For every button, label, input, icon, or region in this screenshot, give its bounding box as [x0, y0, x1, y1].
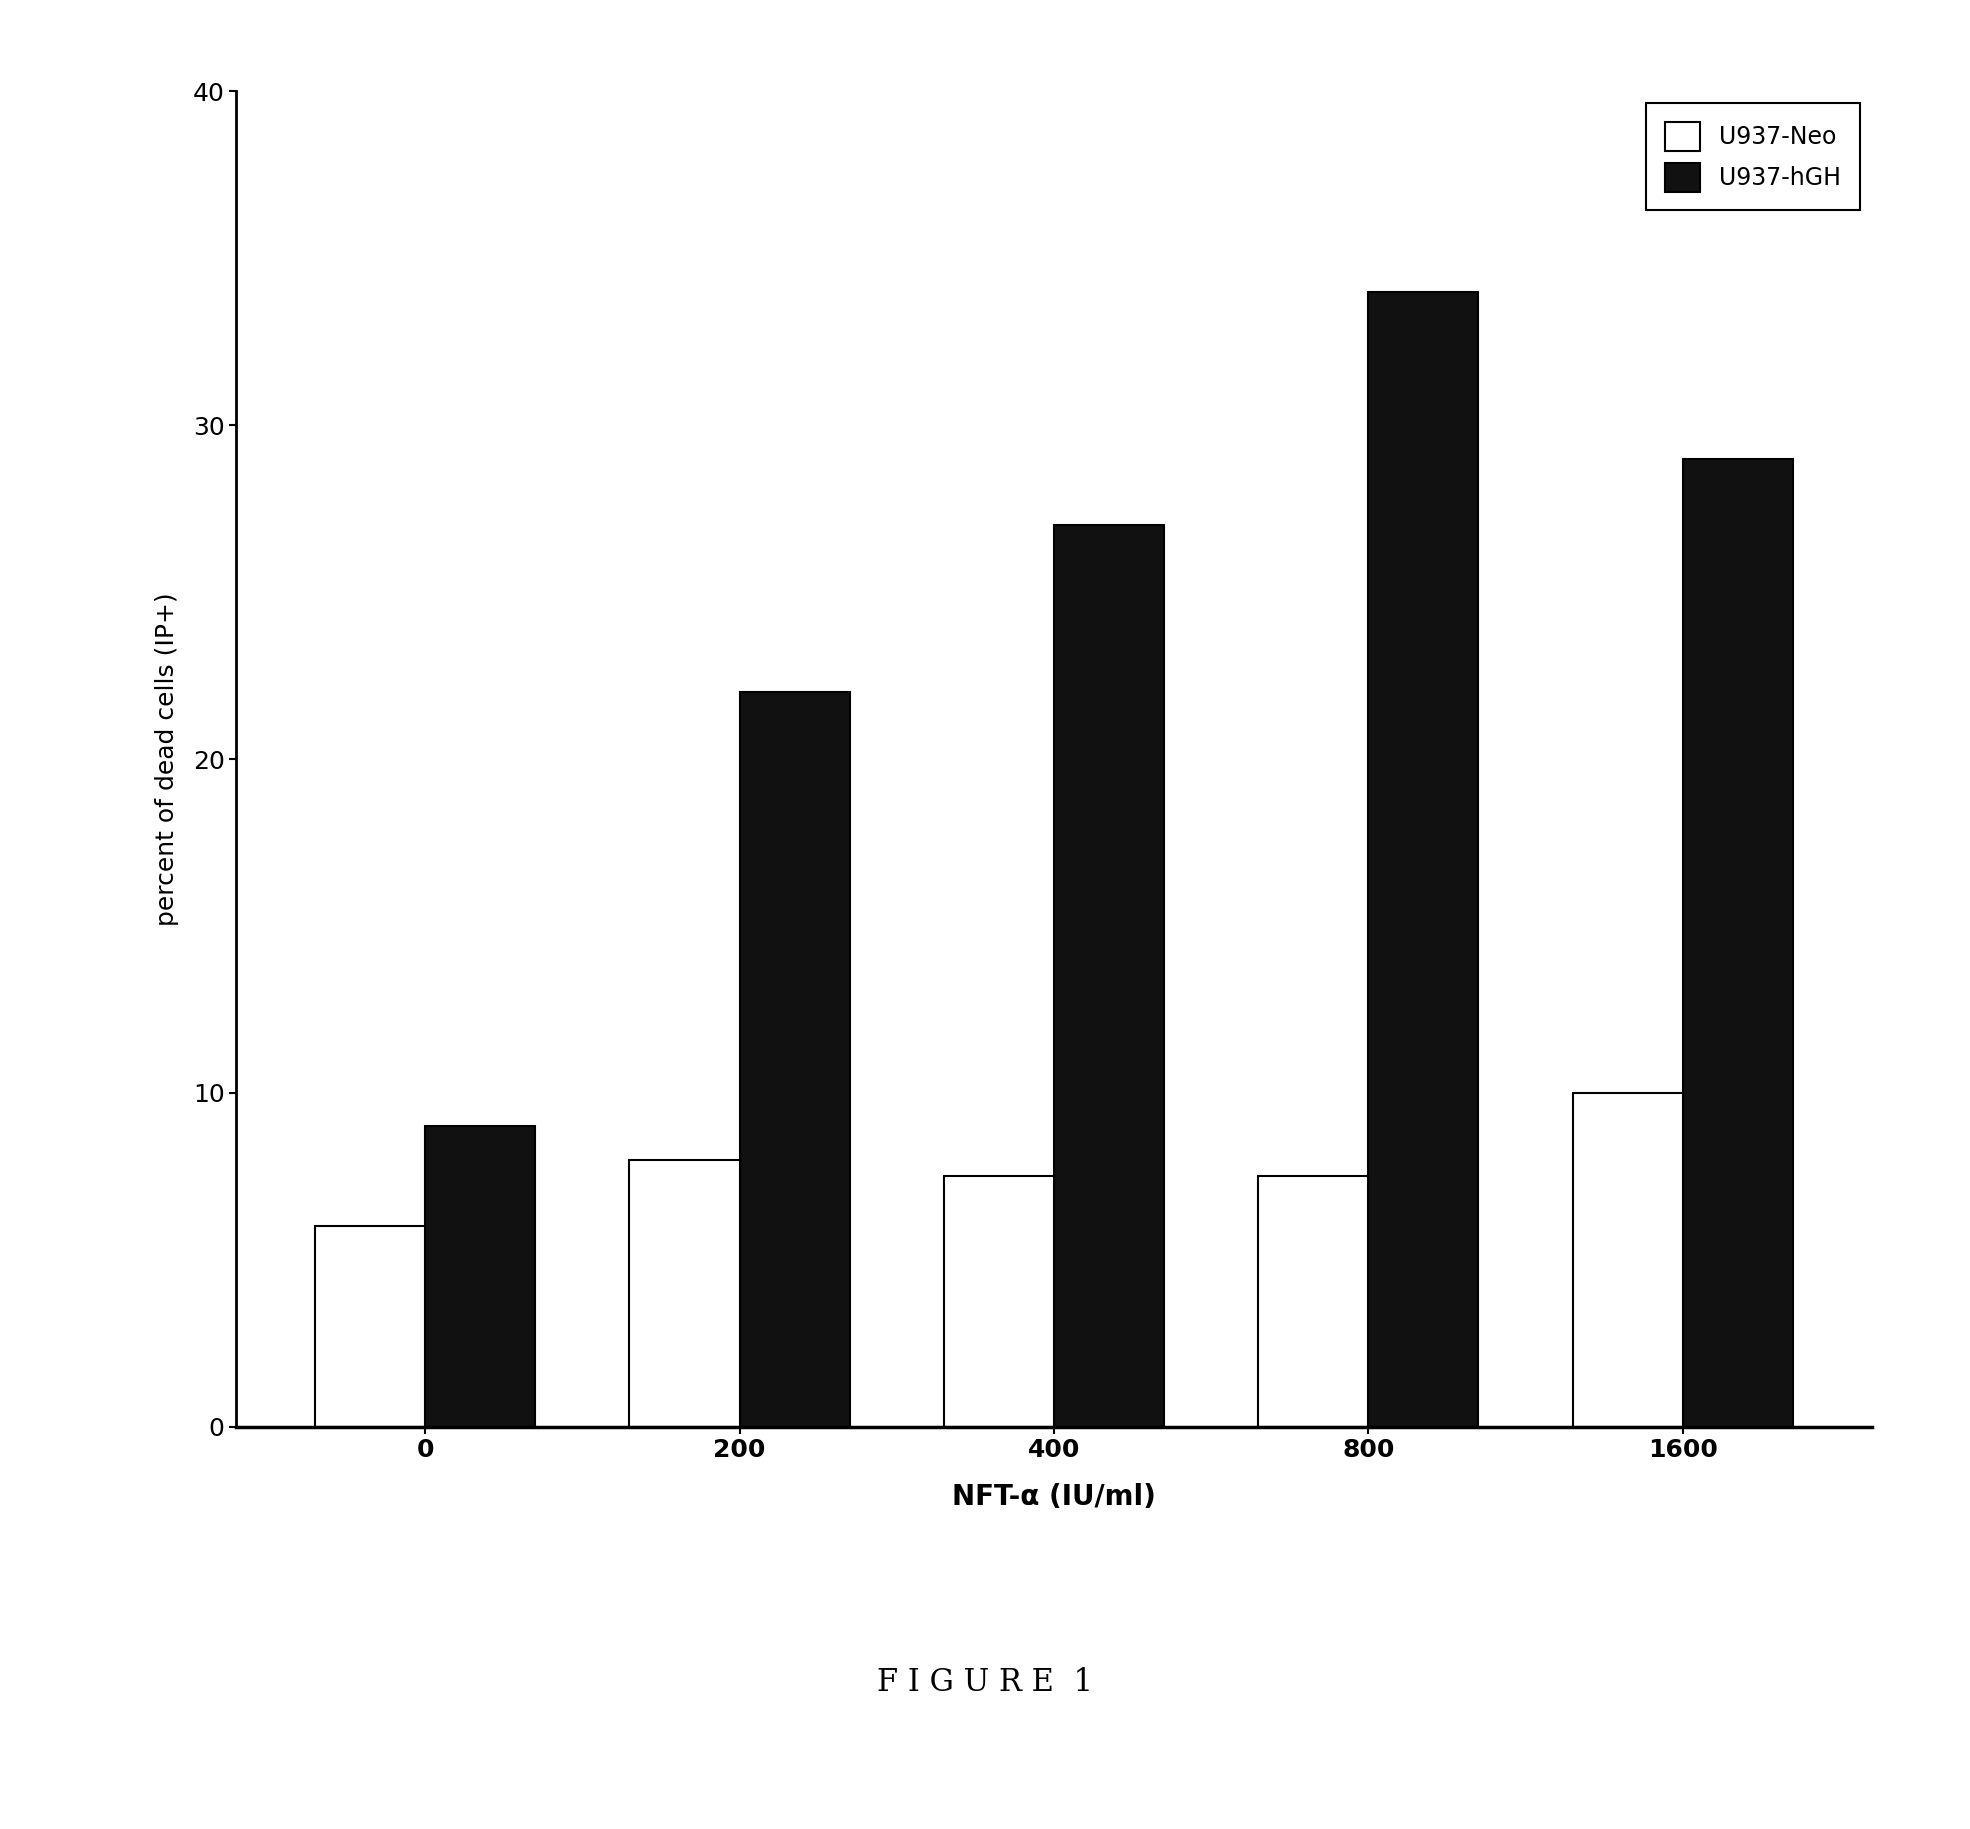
- Bar: [630, 1160, 739, 1427]
- Bar: [944, 1176, 1054, 1427]
- Bar: [1572, 1094, 1682, 1427]
- Bar: [315, 1227, 426, 1427]
- Bar: [739, 691, 849, 1427]
- Y-axis label: percent of dead cells (IP+): percent of dead cells (IP+): [156, 593, 179, 925]
- Bar: [1369, 293, 1478, 1427]
- Bar: [426, 1127, 536, 1427]
- Legend: U937-Neo, U937-hGH: U937-Neo, U937-hGH: [1645, 102, 1860, 210]
- Text: F I G U R E  1: F I G U R E 1: [877, 1668, 1093, 1697]
- Bar: [1054, 525, 1164, 1427]
- Bar: [1259, 1176, 1369, 1427]
- X-axis label: NFT-α (IU/ml): NFT-α (IU/ml): [952, 1483, 1156, 1511]
- Bar: [1682, 459, 1793, 1427]
